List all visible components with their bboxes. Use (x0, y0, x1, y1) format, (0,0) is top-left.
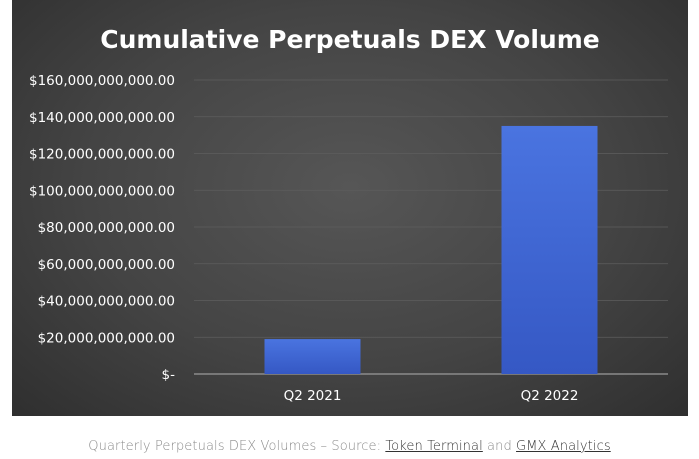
bar-chart: Cumulative Perpetuals DEX Volume $- $20,0… (29, 25, 668, 404)
bar (264, 339, 361, 374)
y-tick-label: $160,000,000,000.00 (29, 73, 175, 89)
x-tick-label: Q2 2021 (284, 388, 342, 404)
y-tick-label: $80,000,000,000.00 (38, 220, 175, 236)
bar (501, 125, 598, 374)
chart-title: Cumulative Perpetuals DEX Volume (100, 25, 599, 54)
y-axis-tick-labels: $- $20,000,000,000.00 $40,000,000,000.00 $6… (29, 73, 175, 383)
y-tick-label: $140,000,000,000.00 (29, 110, 175, 126)
bars (264, 125, 598, 374)
y-tick-label: $60,000,000,000.00 (38, 257, 175, 273)
gmx-analytics-link[interactable]: GMX Analytics (516, 439, 611, 454)
y-tick-label: $40,000,000,000.00 (38, 294, 175, 310)
y-tick-label: $20,000,000,000.00 (38, 330, 175, 346)
x-axis-tick-labels: Q2 2021 Q2 2022 (284, 388, 579, 404)
caption-middle: and (482, 439, 517, 454)
x-tick-label: Q2 2022 (521, 388, 579, 404)
caption-prefix: Quarterly Perpetuals DEX Volumes – Sourc… (88, 439, 386, 454)
token-terminal-link[interactable]: Token Terminal (385, 439, 483, 454)
chart-panel: Cumulative Perpetuals DEX Volume $- $20,0… (12, 0, 688, 416)
y-tick-label: $120,000,000,000.00 (29, 147, 175, 163)
y-tick-label: $100,000,000,000.00 (29, 183, 175, 199)
y-tick-label: $- (162, 367, 176, 383)
figure-caption: Quarterly Perpetuals DEX Volumes – Sourc… (0, 439, 699, 454)
